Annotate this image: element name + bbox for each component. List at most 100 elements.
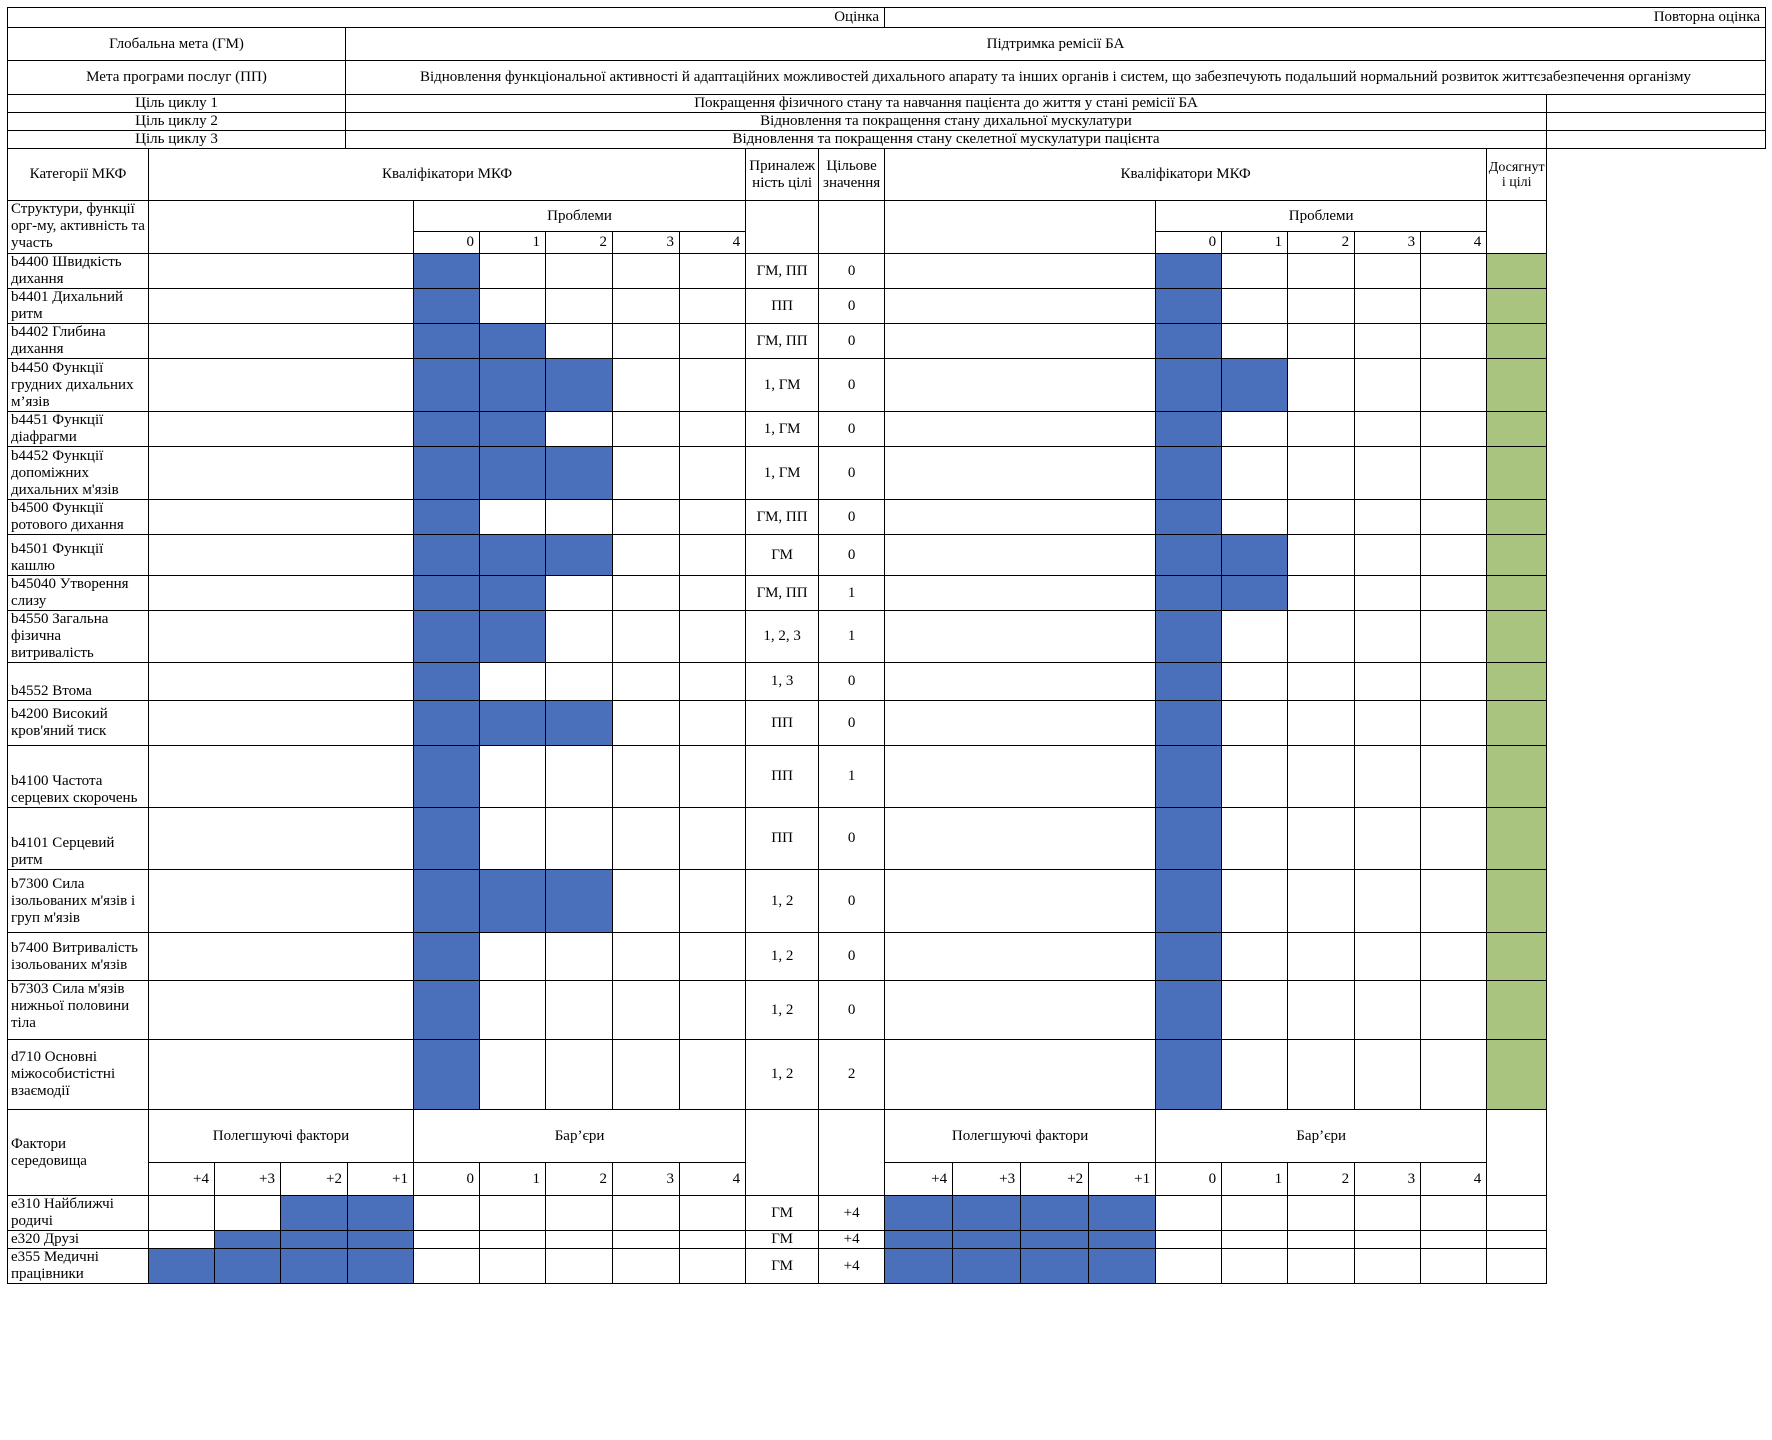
facilitator-qualifier-cell xyxy=(347,1195,414,1231)
problem-qualifier-cell xyxy=(678,288,747,324)
blank-cell xyxy=(818,200,886,254)
problem-qualifier-cell xyxy=(1155,411,1223,447)
problem-qualifier-cell xyxy=(1287,411,1356,447)
goal-belonging-cell: 1, 2 xyxy=(745,869,820,933)
qualifier-spacer-cell xyxy=(884,980,1157,1040)
icf-category-cell: b7300 Сила ізольованих м'язів і груп м'я… xyxy=(7,869,149,933)
barrier-qualifier-cell xyxy=(1354,1230,1422,1249)
problem-qualifier-cell xyxy=(612,575,680,611)
icf-table-head: Категорії МКФ Кваліфікатори МКФ Приналеж… xyxy=(7,148,1548,254)
cycle-goal-3-value: Відновлення та покращення стану скелетно… xyxy=(345,130,1547,149)
achieved-goal-cell xyxy=(1486,358,1548,412)
problem-qualifier-cell xyxy=(479,980,546,1040)
icf-row: b4501 Функції кашлю ГМ 0 xyxy=(7,534,1548,576)
problem-qualifier-cell xyxy=(1221,358,1289,412)
achieved-goal-cell xyxy=(1486,745,1548,808)
achieved-goal-cell xyxy=(1486,1195,1548,1231)
env-header: Фактори середовища Полегшуючі фактори Ба… xyxy=(7,1109,1548,1196)
blank-cell xyxy=(148,200,414,254)
qualifier-spacer-cell xyxy=(148,358,414,412)
goal-belonging-cell: 1, 2 xyxy=(745,1039,820,1110)
problem-qualifier-cell xyxy=(545,980,613,1040)
achieved-goal-cell xyxy=(1486,534,1548,576)
problem-qualifier-cell xyxy=(1221,807,1289,870)
problem-qualifier-cell xyxy=(1221,323,1289,359)
problem-qualifier-cell xyxy=(413,869,480,933)
problem-qualifier-cell xyxy=(413,1039,480,1110)
problem-qualifier-cell xyxy=(1354,1039,1422,1110)
barrier-scale-label: 0 xyxy=(1155,1162,1223,1196)
barrier-qualifier-cell xyxy=(413,1195,480,1231)
problem-qualifier-cell xyxy=(1420,534,1488,576)
problem-qualifier-cell xyxy=(1420,610,1488,663)
scale-label: 1 xyxy=(479,231,546,254)
facilitator-qualifier-cell xyxy=(952,1248,1022,1284)
barrier-scale-label: 2 xyxy=(1287,1162,1356,1196)
qualifier-spacer-cell xyxy=(884,932,1157,981)
env-category-cell: e310 Найближчі родичі xyxy=(7,1195,149,1231)
icf-row: b4100 Частота серцевих скорочень ПП 1 xyxy=(7,745,1548,808)
qualifier-spacer-cell xyxy=(148,288,414,324)
problem-qualifier-cell xyxy=(413,575,480,611)
qualifier-spacer-cell xyxy=(884,534,1157,576)
achieved-goal-cell xyxy=(1486,323,1548,359)
problem-qualifier-cell xyxy=(545,1039,613,1110)
problem-qualifier-cell xyxy=(612,411,680,447)
blank-cell xyxy=(745,200,820,254)
problem-qualifier-cell xyxy=(413,610,480,663)
problem-qualifier-cell xyxy=(1354,807,1422,870)
problem-qualifier-cell xyxy=(479,253,546,289)
icf-row: b7300 Сила ізольованих м'язів і груп м'я… xyxy=(7,869,1548,933)
icf-row: b4451 Функції діафрагми 1, ГМ 0 xyxy=(7,411,1548,447)
facilitator-qualifier-cell xyxy=(884,1230,954,1249)
cycle-goal-2-label: Ціль циклу 2 xyxy=(7,112,346,131)
target-value-cell: +4 xyxy=(818,1230,886,1249)
qualifier-spacer-cell xyxy=(148,662,414,701)
problem-qualifier-cell xyxy=(678,807,747,870)
problem-qualifier-cell xyxy=(413,358,480,412)
goal-belonging-cell: ПП xyxy=(745,700,820,746)
barrier-scale-label: 4 xyxy=(1420,1162,1488,1196)
goal-belonging-cell: ГМ xyxy=(745,1230,820,1249)
icf-category-cell: b7303 Сила м'язів нижньої половини тіла xyxy=(7,980,149,1040)
problem-qualifier-cell xyxy=(413,662,480,701)
problem-qualifier-cell xyxy=(612,534,680,576)
problem-qualifier-cell xyxy=(612,253,680,289)
problem-qualifier-cell xyxy=(545,869,613,933)
problem-qualifier-cell xyxy=(1155,288,1223,324)
barriers-left-header: Бар’єри xyxy=(412,1109,747,1163)
barrier-scale-label: 0 xyxy=(413,1162,480,1196)
blank-cell xyxy=(1486,1109,1548,1196)
qualifier-spacer-cell xyxy=(884,575,1157,611)
barrier-qualifier-cell xyxy=(479,1230,546,1249)
target-value-cell: 0 xyxy=(818,700,886,746)
problem-qualifier-cell xyxy=(1420,1039,1488,1110)
facilitator-scale-label: +2 xyxy=(280,1162,348,1196)
problem-qualifier-cell xyxy=(1155,869,1223,933)
barrier-qualifier-cell xyxy=(1420,1248,1488,1284)
goal-belonging-cell: ГМ, ПП xyxy=(745,253,820,289)
body-section-label: Структури, функції орг-му, активність та… xyxy=(7,200,149,254)
problem-qualifier-cell xyxy=(1420,288,1488,324)
icf-category-cell: b4401 Дихальний ритм xyxy=(7,288,149,324)
problem-qualifier-cell xyxy=(612,662,680,701)
problem-qualifier-cell xyxy=(1155,323,1223,359)
env-row: e355 Медичні працівники ГМ +4 xyxy=(7,1248,1548,1284)
facilitator-qualifier-cell xyxy=(884,1248,954,1284)
problem-qualifier-cell xyxy=(479,575,546,611)
qualifier-spacer-cell xyxy=(148,700,414,746)
problem-qualifier-cell xyxy=(1221,575,1289,611)
problem-qualifier-cell xyxy=(479,610,546,663)
facilitator-qualifier-cell xyxy=(148,1248,215,1284)
facilitator-scale-label: +3 xyxy=(214,1162,281,1196)
problem-qualifier-cell xyxy=(413,499,480,535)
problem-qualifier-cell xyxy=(413,980,480,1040)
problem-qualifier-cell xyxy=(1155,807,1223,870)
blank-cell xyxy=(884,200,1157,254)
qualifier-spacer-cell xyxy=(148,1039,414,1110)
goal-belonging-cell: ГМ xyxy=(745,1195,820,1231)
icf-category-cell: b4100 Частота серцевих скорочень xyxy=(7,745,149,808)
target-value-header: Цільове значення xyxy=(818,148,886,201)
scale-label: 4 xyxy=(678,231,747,254)
